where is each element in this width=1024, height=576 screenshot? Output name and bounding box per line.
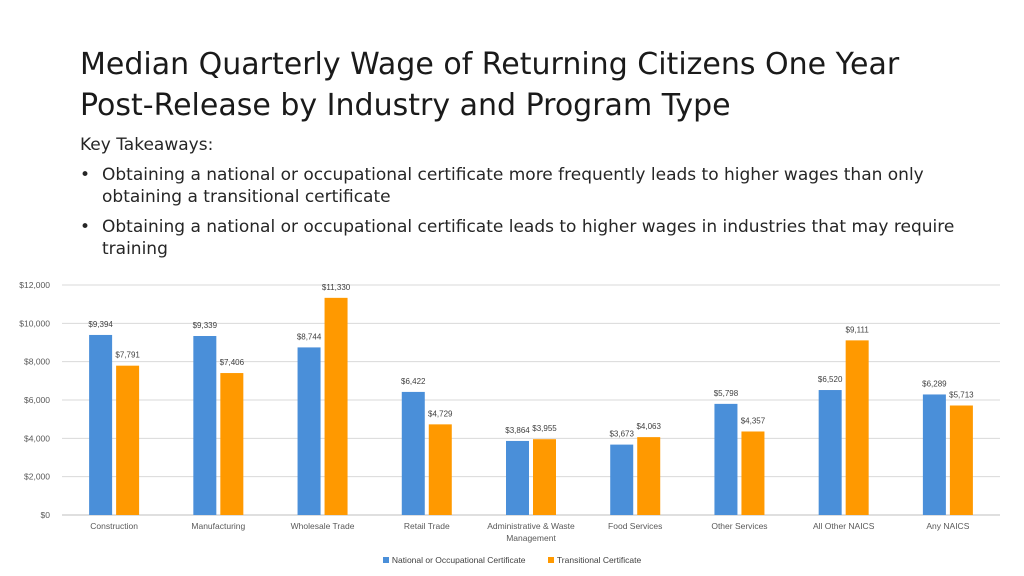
legend-label: National or Occupational Certificate — [391, 555, 526, 565]
x-tick-label: Any NAICS — [926, 521, 969, 531]
data-label: $7,406 — [220, 358, 245, 367]
legend-item: Transitional Certificate — [547, 555, 642, 565]
bar — [533, 439, 556, 515]
y-tick-label: $6,000 — [24, 395, 50, 405]
data-label: $7,791 — [115, 351, 140, 360]
data-label: $5,713 — [949, 391, 974, 400]
bar — [428, 424, 452, 515]
data-label: $9,394 — [88, 320, 113, 329]
data-label: $11,330 — [322, 283, 351, 292]
data-label: $3,673 — [609, 430, 634, 439]
bullet-icon: • — [80, 165, 91, 185]
data-label: $6,520 — [818, 375, 843, 384]
x-tick-label: Administrative & Waste — [487, 521, 575, 531]
y-tick-label: $8,000 — [24, 357, 50, 367]
data-label: $5,798 — [714, 389, 739, 398]
takeaways-list: • Obtaining a national or occupational c… — [80, 164, 960, 260]
data-label: $9,111 — [846, 325, 870, 334]
y-tick-label: $4,000 — [24, 433, 50, 443]
legend-swatch — [382, 557, 389, 563]
y-tick-label: $0 — [41, 510, 51, 520]
data-label: $6,289 — [922, 379, 947, 388]
data-label: $3,955 — [532, 424, 557, 433]
bar — [116, 365, 140, 515]
bar — [610, 444, 634, 515]
bar — [324, 297, 348, 515]
bar — [193, 336, 217, 515]
data-label: $8,744 — [297, 332, 322, 341]
bar — [401, 391, 425, 515]
legend-item: National or Occupational Certificate — [382, 555, 526, 565]
legend-swatch — [547, 557, 554, 563]
data-label: $4,357 — [741, 416, 766, 425]
x-tick-label: Other Services — [711, 521, 767, 531]
bar — [922, 394, 946, 515]
takeaway-text: Obtaining a national or occupational cer… — [102, 217, 955, 259]
bar — [637, 437, 661, 515]
x-tick-label: Wholesale Trade — [291, 521, 355, 531]
data-label: $9,339 — [193, 321, 218, 330]
y-tick-label: $12,000 — [19, 280, 50, 290]
key-takeaways: Key Takeaways: • Obtaining a national or… — [80, 134, 960, 268]
bar — [845, 340, 869, 515]
takeaway-item: • Obtaining a national or occupational c… — [80, 216, 960, 260]
y-tick-label: $2,000 — [24, 472, 50, 482]
data-label: $4,729 — [428, 409, 453, 418]
data-label: $3,864 — [505, 426, 530, 435]
bar — [714, 403, 738, 515]
bar — [220, 373, 244, 515]
bullet-icon: • — [80, 217, 91, 237]
x-tick-label: All Other NAICS — [813, 521, 875, 531]
bar — [89, 334, 113, 515]
bar — [741, 431, 765, 515]
data-label: $6,422 — [401, 377, 426, 386]
takeaway-text: Obtaining a national or occupational cer… — [102, 165, 924, 207]
takeaway-item: • Obtaining a national or occupational c… — [80, 164, 960, 208]
x-tick-label: Construction — [90, 521, 138, 531]
takeaways-header: Key Takeaways: — [80, 135, 214, 155]
bar-chart: $0 $2,000 $4,000 $6,000 $8,000 $10,000 $12,000… — [19, 280, 1000, 543]
x-tick-label: Manufacturing — [191, 521, 245, 531]
bar — [506, 440, 529, 515]
bar — [818, 390, 842, 515]
slide-title: Median Quarterly Wage of Returning Citiz… — [80, 47, 900, 123]
y-tick-label: $10,000 — [19, 318, 50, 328]
chart-legend: National or Occupational Certificate Tra… — [0, 555, 1024, 565]
x-tick-label: Retail Trade — [404, 521, 450, 531]
x-tick-label: Food Services — [608, 521, 662, 531]
bar — [949, 405, 973, 515]
data-label: $4,063 — [636, 422, 661, 431]
bar — [297, 347, 321, 515]
x-tick-label: Management — [506, 533, 556, 543]
legend-label: Transitional Certificate — [556, 555, 642, 565]
